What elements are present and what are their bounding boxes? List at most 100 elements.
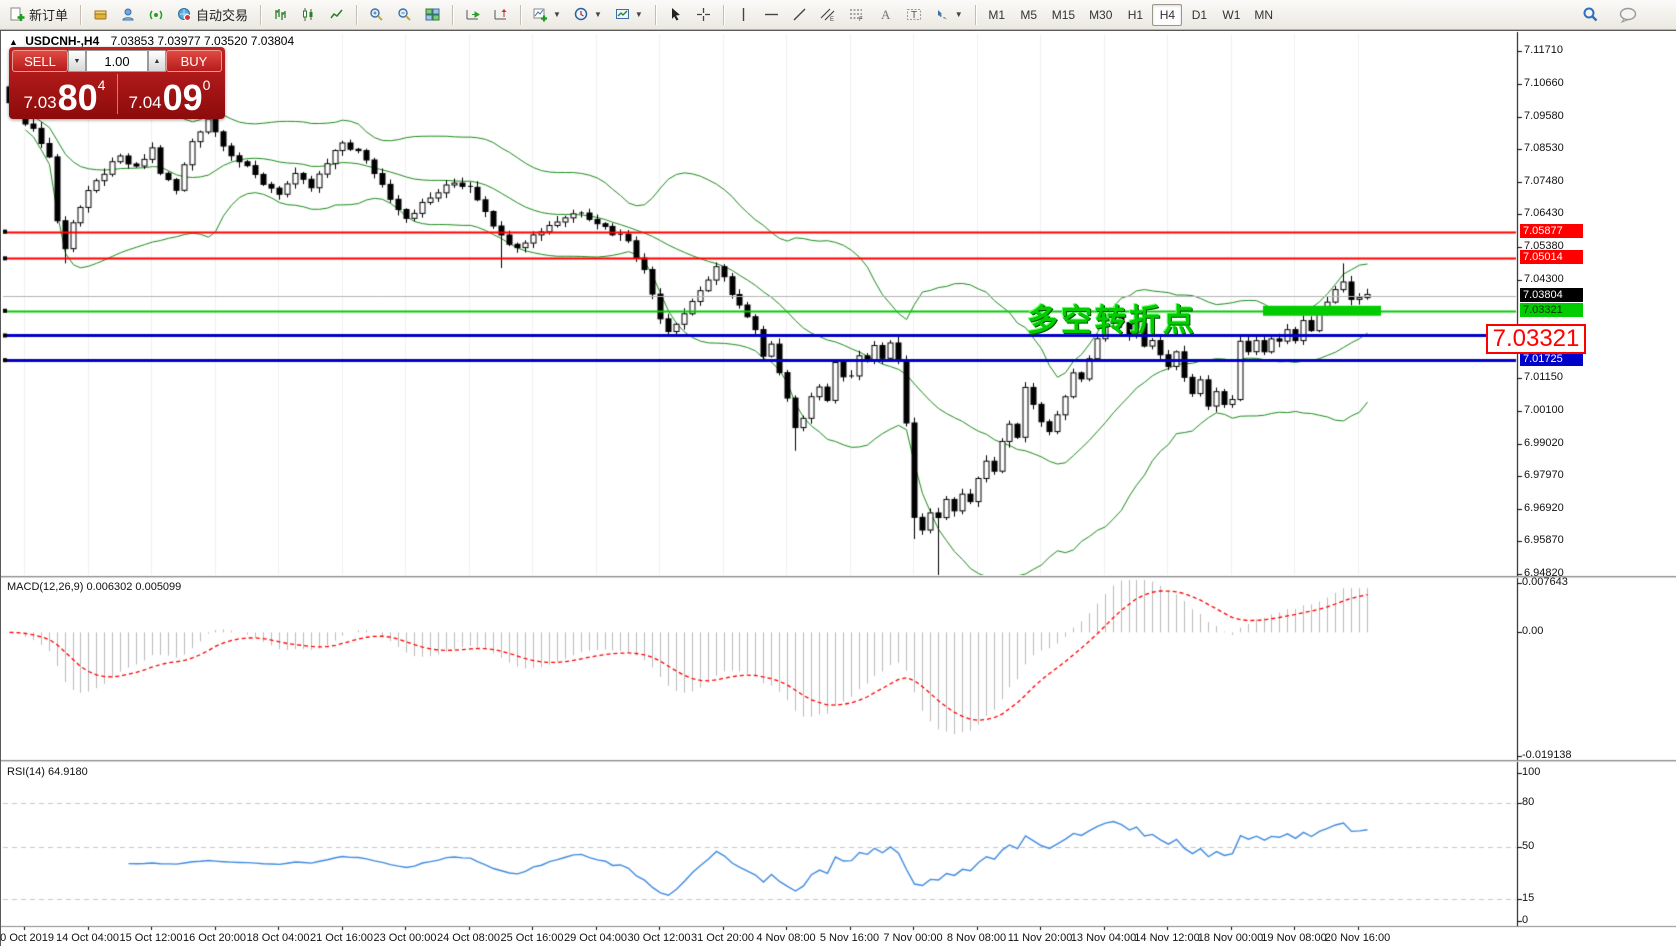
- svg-text:E: E: [830, 17, 834, 22]
- timeframe-w1[interactable]: W1: [1216, 4, 1246, 26]
- text-icon: A: [878, 7, 893, 22]
- chart-shift-button[interactable]: [487, 3, 514, 27]
- bar-chart-button[interactable]: [267, 3, 294, 27]
- collapse-icon[interactable]: ▲: [9, 37, 18, 47]
- arrows-button[interactable]: ▼: [929, 3, 969, 27]
- toolbar-separator: [654, 4, 656, 25]
- timeframe-m1[interactable]: M1: [982, 4, 1012, 26]
- sell-price-small: 7.03: [23, 93, 57, 112]
- ohlc-values: 7.03853 7.03977 7.03520 7.03804: [110, 34, 295, 48]
- indicators-icon: [533, 7, 548, 22]
- toolbar-separator: [452, 4, 454, 25]
- indicators-button[interactable]: ▼: [527, 3, 567, 27]
- timeframe-m5[interactable]: M5: [1014, 4, 1044, 26]
- fibonacci-button[interactable]: F: [843, 3, 871, 27]
- tile-windows-icon: [425, 7, 440, 22]
- search-icon: [1582, 6, 1599, 23]
- horizontal-line-icon: [764, 7, 779, 22]
- templates-button[interactable]: ▼: [609, 3, 649, 27]
- zoom-out-button[interactable]: [391, 3, 418, 27]
- auto-scroll-icon: [465, 7, 480, 22]
- symbol-label: USDCNH-,H4: [25, 34, 100, 48]
- horizontal-line-button[interactable]: [758, 3, 785, 27]
- toolbar-separator: [80, 4, 82, 25]
- dropdown-arrow-icon: ▼: [593, 10, 602, 19]
- periods-icon: [574, 7, 589, 22]
- timeframe-m15[interactable]: M15: [1046, 4, 1081, 26]
- toolbar-separator: [520, 4, 522, 25]
- new-order-icon: [10, 7, 25, 22]
- search-button[interactable]: [1576, 3, 1605, 27]
- chart-header: ▲ USDCNH-,H4 7.03853 7.03977 7.03520 7.0…: [9, 34, 294, 48]
- text-label-button[interactable]: T: [900, 3, 928, 27]
- buy-button[interactable]: BUY: [166, 50, 222, 72]
- candlestick-icon: [301, 7, 316, 22]
- buy-price-sup: 0: [202, 77, 211, 93]
- text-button[interactable]: A: [872, 3, 899, 27]
- timeframe-m30[interactable]: M30: [1083, 4, 1118, 26]
- tile-windows-button[interactable]: [419, 3, 446, 27]
- dropdown-arrow-icon: ▼: [553, 10, 561, 19]
- timeframe-group: M1 M5 M15 M30 H1 H4 D1 W1 MN: [982, 3, 1279, 26]
- zoom-out-icon: [397, 7, 412, 22]
- one-click-trading-panel: SELL ▼ ▲ BUY 7.03 80 4 7.04 09 0: [9, 47, 225, 119]
- timeframe-d1[interactable]: D1: [1184, 4, 1214, 26]
- buy-price[interactable]: 7.04 09 0: [117, 72, 222, 116]
- vertical-line-icon: [736, 7, 751, 22]
- svg-text:A: A: [881, 7, 891, 22]
- trendline-button[interactable]: [786, 3, 813, 27]
- price-callout[interactable]: 7.03321: [1486, 324, 1586, 354]
- main-toolbar: 新订单 自动交易 ▼ ▼ ▼ E F A T ▼: [0, 0, 1676, 30]
- market-icon: [93, 7, 108, 22]
- templates-icon: [615, 7, 630, 22]
- zoom-in-button[interactable]: [363, 3, 390, 27]
- bar-chart-icon: [273, 7, 288, 22]
- new-order-button[interactable]: 新订单: [4, 3, 74, 27]
- dropdown-arrow-icon: ▼: [634, 10, 643, 19]
- community-icon: [121, 7, 136, 22]
- cursor-button[interactable]: [662, 3, 689, 27]
- svg-text:T: T: [911, 10, 917, 21]
- line-chart-button[interactable]: [323, 3, 350, 27]
- periods-button[interactable]: ▼: [568, 3, 608, 27]
- trade-panel-controls: SELL ▼ ▲ BUY: [12, 50, 222, 72]
- chat-button[interactable]: [1613, 3, 1644, 27]
- trade-panel-divider: [117, 74, 118, 114]
- crosshair-button[interactable]: [690, 3, 717, 27]
- dropdown-arrow-icon: ▼: [954, 10, 963, 19]
- buy-price-big: 09: [162, 77, 203, 119]
- svg-text:F: F: [859, 17, 863, 22]
- trade-panel-prices: 7.03 80 4 7.04 09 0: [12, 72, 222, 116]
- chat-icon: [1619, 7, 1638, 23]
- new-order-label: 新订单: [29, 8, 69, 23]
- signals-button[interactable]: [143, 3, 170, 27]
- toolbar-separator: [974, 4, 976, 25]
- price-chart-canvas[interactable]: [1, 31, 1676, 947]
- timeframe-h4[interactable]: H4: [1152, 3, 1183, 26]
- sell-price[interactable]: 7.03 80 4: [12, 72, 117, 116]
- sell-button[interactable]: SELL: [12, 50, 68, 72]
- volume-decrease-button[interactable]: ▼: [68, 50, 86, 72]
- toolbar-separator: [260, 4, 262, 25]
- timeframe-mn[interactable]: MN: [1248, 4, 1279, 26]
- volume-input[interactable]: [86, 50, 148, 72]
- vertical-line-button[interactable]: [730, 3, 757, 27]
- volume-increase-button[interactable]: ▲: [148, 50, 166, 72]
- trendline-icon: [792, 7, 807, 22]
- arrows-icon: [935, 7, 950, 22]
- community-button[interactable]: [115, 3, 142, 27]
- autotrading-button[interactable]: 自动交易: [171, 3, 254, 27]
- sell-price-sup: 4: [97, 77, 106, 93]
- toolbar-right: [1576, 3, 1672, 27]
- auto-scroll-button[interactable]: [459, 3, 486, 27]
- market-button[interactable]: [87, 3, 114, 27]
- crosshair-icon: [696, 7, 711, 22]
- signals-icon: [149, 7, 164, 22]
- annotation-text[interactable]: 多空转折点: [1027, 303, 1197, 338]
- candlestick-button[interactable]: [295, 3, 322, 27]
- sell-price-big: 80: [57, 77, 98, 119]
- channel-button[interactable]: E: [814, 3, 842, 27]
- zoom-in-icon: [369, 7, 384, 22]
- timeframe-h1[interactable]: H1: [1120, 4, 1150, 26]
